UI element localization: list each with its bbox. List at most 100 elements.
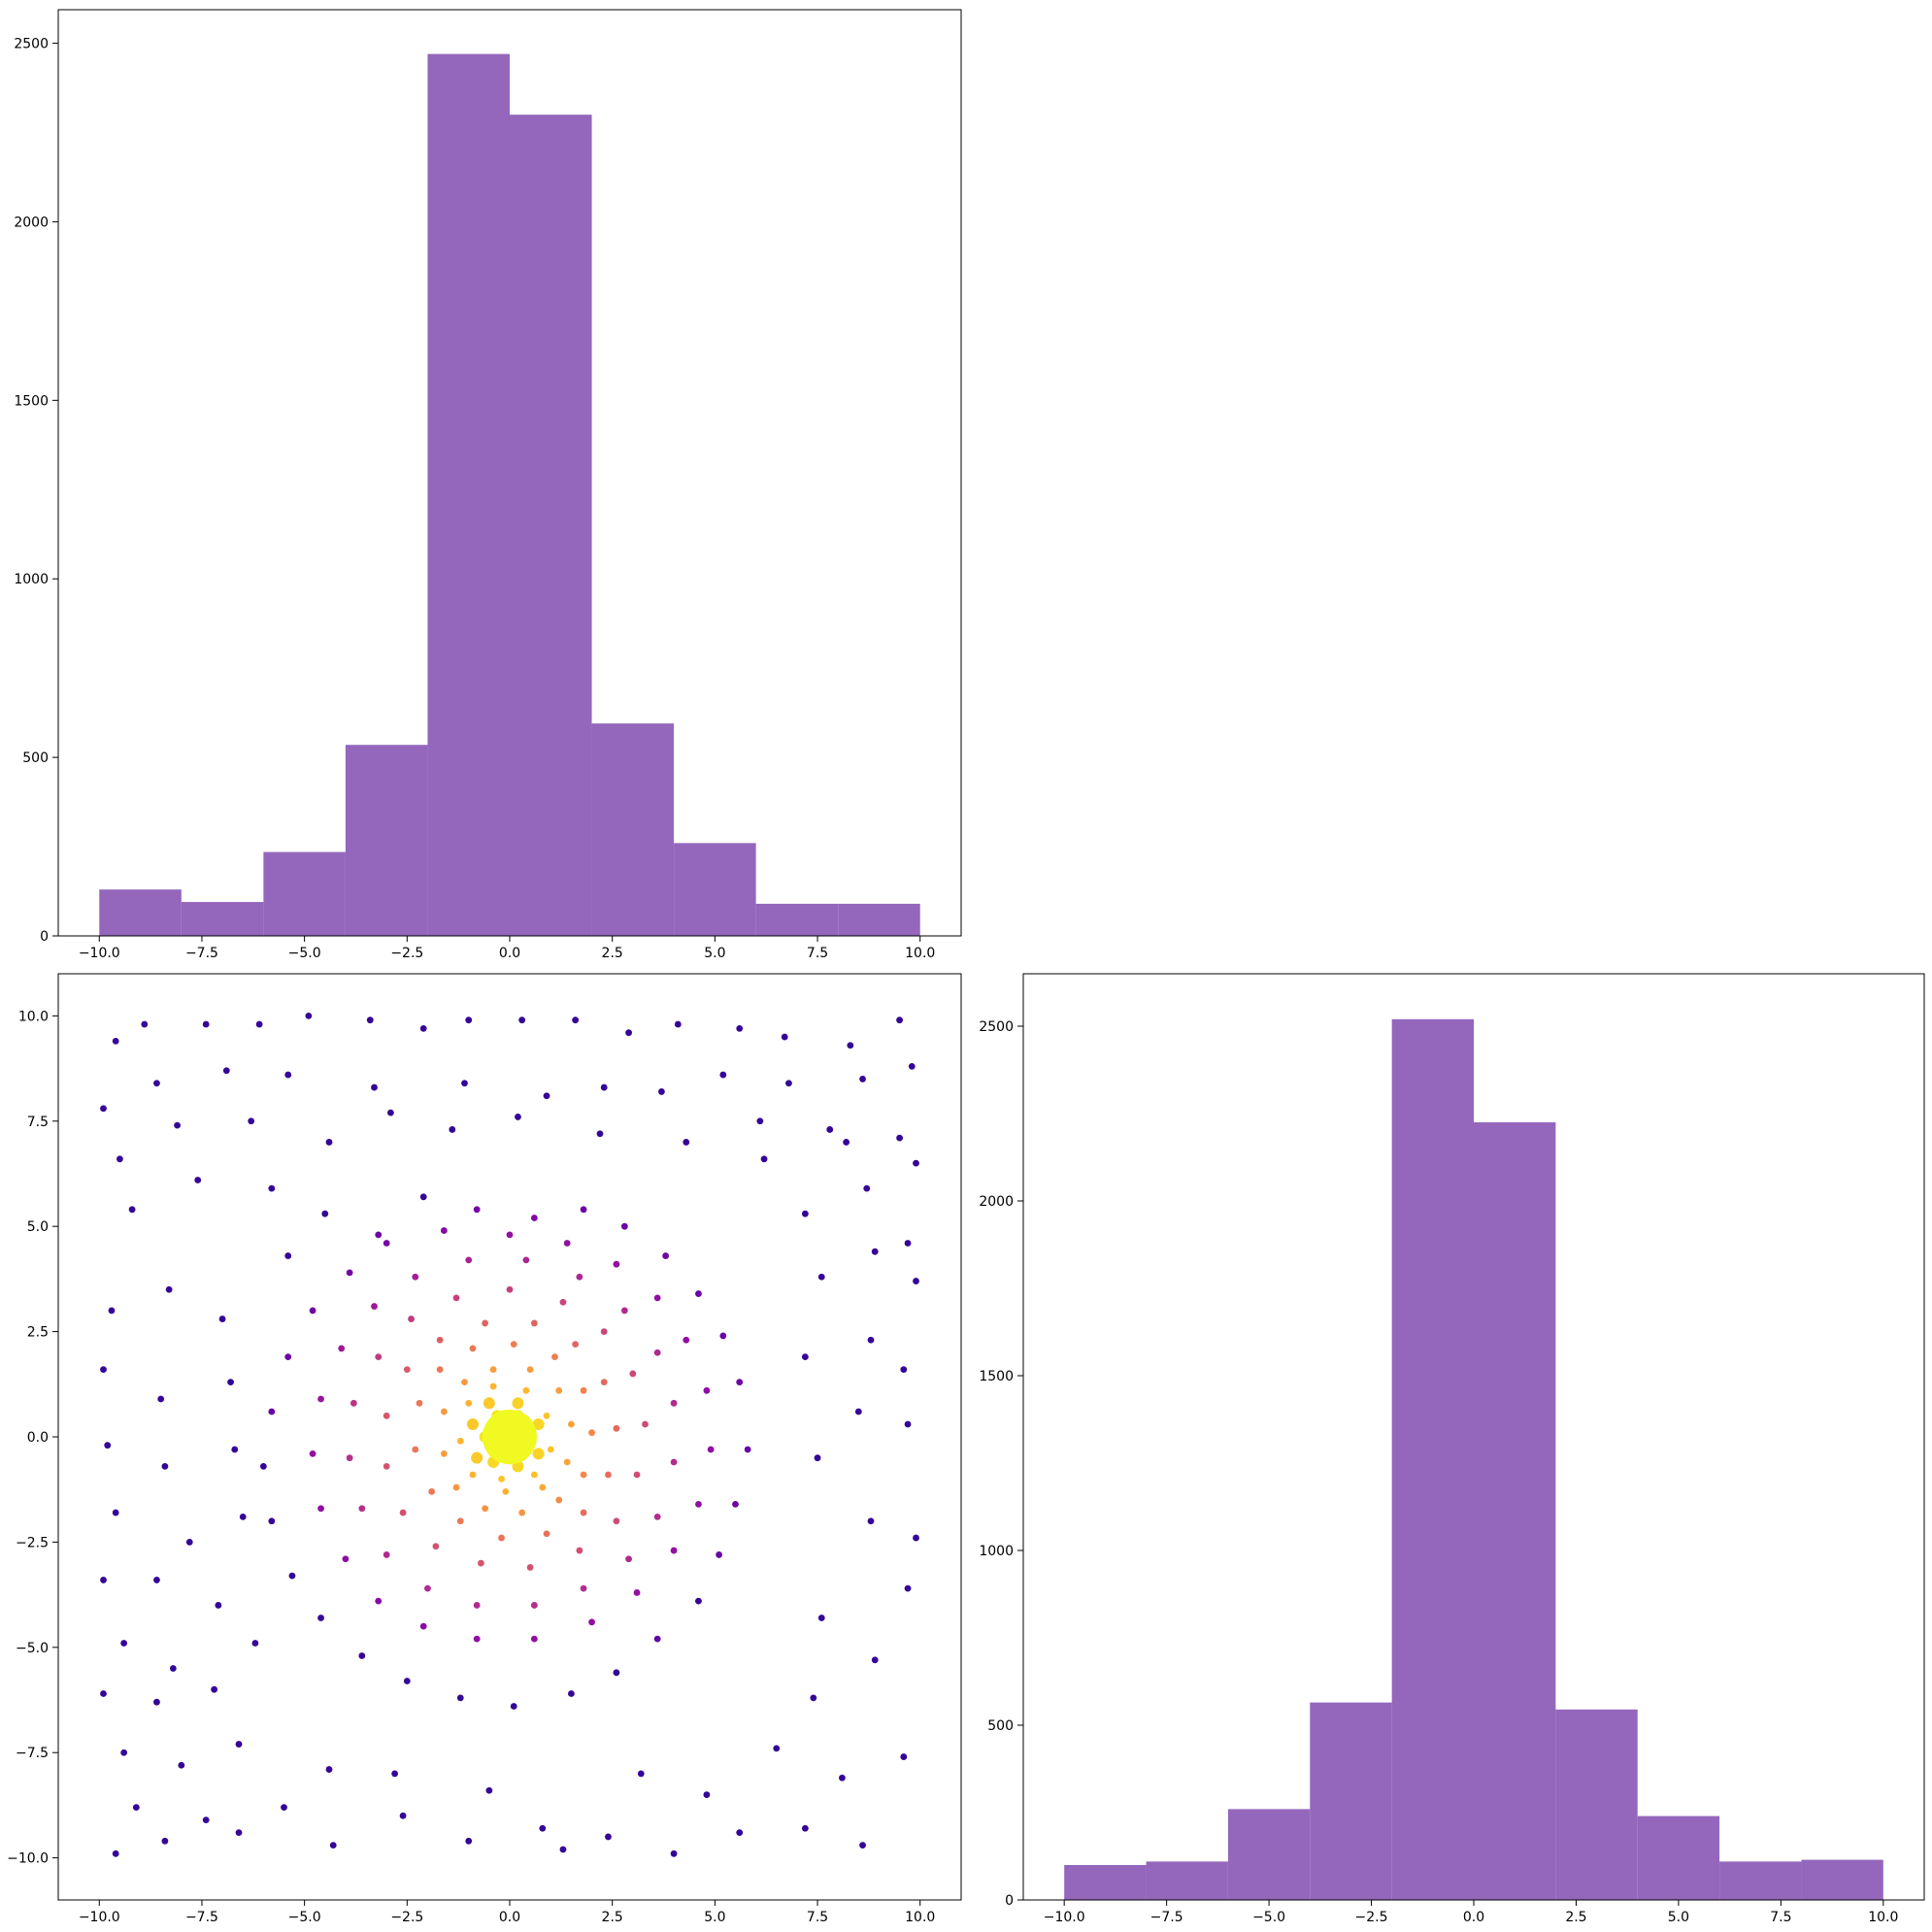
scatter-point: [629, 1370, 637, 1378]
scatter-point: [120, 1749, 128, 1756]
scatter-x-tick-label: 2.5: [602, 1910, 623, 1925]
scatter-point: [117, 1155, 123, 1163]
scatter-point: [576, 1273, 583, 1281]
scatter-point: [600, 1379, 608, 1386]
scatter-point: [600, 1328, 608, 1335]
scatter-point: [185, 1539, 193, 1546]
scatter-point: [248, 1117, 255, 1125]
scatter-point: [440, 1227, 448, 1234]
scatter-point: [112, 1037, 119, 1045]
hist-y-x-tick-label: 10.0: [1868, 1910, 1898, 1925]
hist-y-bar: [1801, 1859, 1883, 1900]
scatter-point: [580, 1386, 587, 1394]
scatter-point: [329, 1842, 337, 1849]
scatter-point: [555, 1496, 563, 1504]
scatter-point: [383, 1412, 390, 1419]
scatter-point: [469, 1345, 477, 1352]
scatter-point: [547, 1446, 554, 1453]
scatter-point: [112, 1509, 119, 1516]
hist-y-bar: [1637, 1815, 1720, 1900]
scatter-point: [904, 1420, 912, 1428]
scatter-point: [613, 1424, 620, 1432]
scatter-point: [399, 1812, 407, 1819]
hist-x-y-tick-label: 1500: [14, 393, 49, 409]
scatter-point: [605, 1471, 612, 1479]
scatter-point: [744, 1446, 751, 1453]
scatter-x-tick-label: −2.5: [390, 1910, 423, 1925]
hist-x-y-tick-label: 0: [40, 929, 49, 945]
scatter-point: [473, 1635, 481, 1643]
scatter-point: [670, 1849, 678, 1857]
scatter-point: [489, 1382, 497, 1390]
scatter-point: [284, 1353, 292, 1361]
scatter-point: [371, 1303, 378, 1310]
scatter-point: [440, 1449, 448, 1457]
scatter-point: [465, 1837, 473, 1845]
scatter-point: [506, 1231, 514, 1239]
hist-y-x-tick-label: 2.5: [1565, 1910, 1586, 1925]
scatter-point: [268, 1517, 276, 1525]
scatter-point: [338, 1345, 346, 1352]
scatter-point: [194, 1177, 202, 1183]
hist-y-y-tick-label: 500: [987, 1718, 1014, 1734]
scatter-point: [416, 1399, 423, 1407]
scatter-point: [412, 1273, 419, 1281]
scatter-point: [100, 1105, 107, 1113]
scatter-point: [518, 1509, 526, 1516]
hist-x-bar: [263, 851, 346, 936]
scatter-point: [461, 1080, 468, 1087]
scatter-point: [530, 1215, 538, 1221]
scatter-point: [653, 1349, 661, 1356]
scatter-point: [202, 1020, 210, 1028]
scatter-point: [317, 1505, 324, 1513]
hist-x-bar: [838, 903, 920, 936]
scatter-point: [165, 1285, 173, 1293]
scatter-point: [653, 1513, 661, 1520]
scatter-point: [801, 1824, 809, 1832]
scatter-point: [653, 1294, 661, 1302]
scatter-y-tick-label: −2.5: [16, 1535, 49, 1550]
scatter-point: [456, 1694, 464, 1702]
scatter-point: [284, 1252, 292, 1259]
scatter-point: [620, 1307, 628, 1315]
scatter-point: [161, 1462, 169, 1470]
scatter-point: [512, 1397, 524, 1410]
scatter-point: [412, 1446, 419, 1453]
scatter-point: [539, 1483, 547, 1491]
scatter-point: [456, 1517, 464, 1525]
scatter-point: [913, 1159, 919, 1167]
hist-y-x-tick-label: −7.5: [1150, 1910, 1183, 1925]
scatter-x-tick-label: −10.0: [79, 1910, 120, 1925]
scatter-point: [483, 1397, 495, 1410]
hist-y-bar: [1391, 1018, 1474, 1900]
scatter-point: [580, 1471, 587, 1479]
scatter-point: [859, 1076, 866, 1083]
scatter-point: [633, 1471, 641, 1479]
hist-x-y-tick-label: 2000: [14, 215, 49, 230]
histogram-y-panel: −10.0 −7.5 −5.0 −2.5 0.0 2.5 5.0 7.5 10.0 0 500 100…: [979, 973, 1925, 1925]
scatter-point: [469, 1471, 477, 1479]
scatter-point: [174, 1121, 181, 1129]
scatter-point: [112, 1849, 119, 1857]
hist-y-bar: [1146, 1861, 1228, 1900]
scatter-point: [489, 1366, 497, 1374]
hist-x-y-tick-label: 2500: [14, 37, 49, 52]
scatter-y-tick-label: −7.5: [16, 1746, 49, 1761]
scatter-y-tick-label: 2.5: [27, 1325, 49, 1341]
scatter-point: [588, 1429, 595, 1437]
scatter-point: [904, 1240, 912, 1247]
scatter-point: [350, 1399, 357, 1407]
hist-x-x-tick-label: 10.0: [905, 946, 935, 961]
scatter-point: [568, 1420, 575, 1428]
scatter-point: [847, 1042, 854, 1049]
scatter-point: [235, 1741, 243, 1748]
scatter-point: [801, 1353, 809, 1361]
scatter-point: [653, 1635, 661, 1643]
hist-x-x-tick-label: −10.0: [79, 946, 120, 961]
scatter-point: [576, 1547, 583, 1554]
hist-x-y-tick-label: 500: [22, 750, 49, 766]
scatter-point: [716, 1551, 722, 1558]
scatter-y-tick-label: −5.0: [16, 1641, 49, 1656]
scatter-point: [465, 1256, 473, 1264]
